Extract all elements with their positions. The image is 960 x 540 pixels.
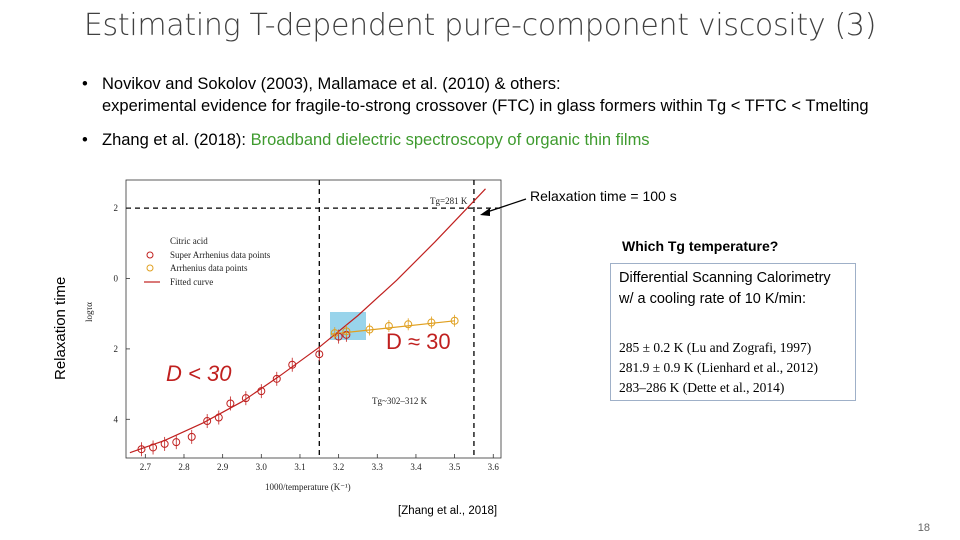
dsc-ref-1: 285 ± 0.2 K (Lu and Zografi, 1997) — [619, 340, 812, 355]
super-arrhenius-point-9 — [257, 387, 266, 396]
d-fragile-label: D < 30 — [166, 361, 232, 386]
plot-frame — [125, 179, 502, 459]
x-tick-label-5: 3.2 — [333, 462, 344, 472]
bullet-1-line-1: Novikov and Sokolov (2003), Mallamace et… — [102, 75, 561, 93]
dsc-ref-2: 281.9 ± 0.9 K (Lienhard et al., 2012) — [619, 360, 818, 375]
legend-super-marker — [146, 251, 154, 259]
super-arrhenius-point-2 — [160, 439, 169, 448]
super-arrhenius-point-5 — [203, 417, 212, 426]
citation: [Zhang et al., 2018] — [398, 505, 498, 517]
y-tick-label-1: 0 — [114, 274, 119, 284]
arrhenius-point-3 — [384, 322, 393, 331]
which-tg: Which Tg temperature? — [622, 238, 779, 254]
super-arrhenius-point-6 — [214, 413, 223, 422]
dsc-refs: 285 ± 0.2 K (Lu and Zografi, 1997) 281.9… — [619, 338, 818, 398]
y-tick-label-3: 4 — [114, 414, 119, 424]
arrhenius-point-2 — [365, 325, 374, 334]
page-number: 18 — [917, 522, 930, 534]
super-arrhenius-point-3 — [172, 438, 181, 447]
arrhenius-fit-line — [330, 320, 455, 335]
x-tick-label-2: 2.9 — [217, 462, 229, 472]
relax-arrow-head — [480, 208, 490, 216]
y-tick-label-2: 2 — [114, 344, 119, 354]
x-axis-label: 1000/temperature (K⁻¹) — [265, 482, 351, 492]
super-arrhenius-point-11 — [288, 360, 297, 369]
bullet-2-green: Broadband dielectric spectroscopy of org… — [250, 131, 650, 149]
dsc-ref-3: 283–286 K (Dette et al., 2014) — [619, 380, 785, 395]
super-arrhenius-point-10 — [272, 374, 281, 383]
x-tick-label-1: 2.8 — [178, 462, 190, 472]
annot-tg-range: Tg~302–312 K — [372, 396, 428, 406]
legend-arrh-marker — [146, 264, 154, 272]
super-arrhenius-point-8 — [241, 394, 250, 403]
d-strong-label: D ≈ 30 — [386, 329, 451, 354]
fitted-curve — [129, 188, 486, 454]
dsc-box: Differential Scanning Calorimetry w/ a c… — [610, 263, 856, 401]
super-arrhenius-point-12 — [315, 350, 324, 359]
bullet-2-prefix: Zhang et al. (2018): — [102, 131, 247, 149]
super-arrhenius-point-0 — [137, 445, 146, 454]
super-arrhenius-point-7 — [226, 399, 235, 408]
legend-super: Super Arrhenius data points — [170, 250, 271, 260]
arrhenius-point-5 — [427, 318, 436, 327]
annot-tg: Tg=281 K — [430, 196, 468, 206]
x-tick-label-8: 3.5 — [449, 462, 461, 472]
x-tick-label-0: 2.7 — [140, 462, 152, 472]
x-tick-label-6: 3.3 — [372, 462, 384, 472]
bullet-2-text: Zhang et al. (2018): Broadband dielectri… — [102, 130, 650, 150]
tg-highlight — [330, 312, 366, 340]
dsc-head: Differential Scanning Calorimetry w/ a c… — [619, 270, 831, 307]
x-tick-label-3: 3.0 — [256, 462, 268, 472]
y-axis-label: logτα — [84, 302, 94, 322]
x-tick-label-4: 3.1 — [294, 462, 305, 472]
relax-note: Relaxation time = 100 s — [530, 188, 677, 204]
y-tick-label-0: 2 — [114, 203, 119, 213]
relax-arrow-line — [483, 198, 527, 214]
slide-title: Estimating T-dependent pure-component vi… — [83, 8, 877, 43]
arrhenius-point-6 — [450, 316, 459, 325]
x-tick-label-9: 3.6 — [488, 462, 500, 472]
arrhenius-point-0 — [330, 329, 339, 338]
legend-fit: Fitted curve — [170, 277, 213, 287]
arrhenius-point-1 — [342, 327, 351, 336]
x-tick-label-7: 3.4 — [410, 462, 422, 472]
super-arrhenius-point-4 — [187, 432, 196, 441]
super-arrhenius-point-1 — [149, 443, 158, 452]
legend-arrh: Arrhenius data points — [170, 263, 248, 273]
legend-title: Citric acid — [170, 236, 208, 246]
bullet-1-line-2: experimental evidence for fragile-to-str… — [102, 97, 869, 115]
arrhenius-point-4 — [404, 320, 413, 329]
